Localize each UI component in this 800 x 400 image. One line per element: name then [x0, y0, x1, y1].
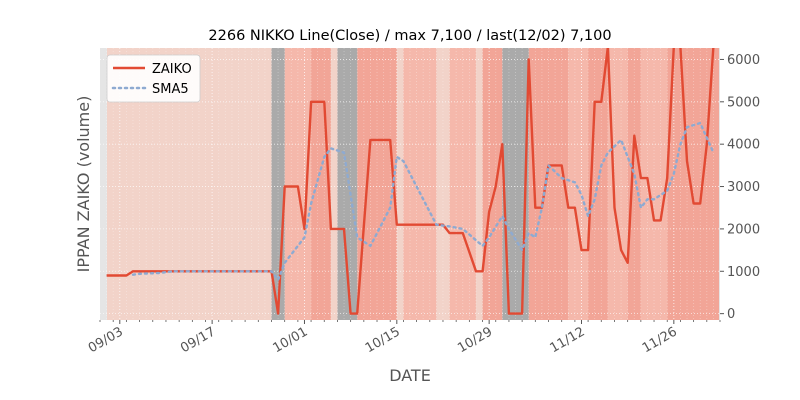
- plot-area: [100, 48, 720, 320]
- y-tick-label: 4000: [727, 138, 760, 153]
- y-tick-label: 3000: [727, 180, 760, 195]
- x-tick-label: 10/01: [271, 324, 311, 356]
- x-axis: 09/03 09/17 10/01 10/15 10/29 11/12 11/26: [86, 320, 721, 356]
- x-tick-label: 09/03: [86, 324, 126, 356]
- series-lines: [106, 48, 715, 315]
- grid-lines: [100, 48, 720, 320]
- band-medium: [449, 48, 476, 320]
- y-tick-label: 2000: [727, 222, 760, 237]
- x-tick-label: 10/29: [455, 324, 495, 356]
- x-axis-label: DATE: [389, 366, 431, 385]
- band-medium: [640, 48, 668, 320]
- band-gray: [337, 48, 358, 320]
- y-axis: 0 1000 2000 3000 4000 5000 6000: [720, 53, 760, 322]
- y-tick-label: 6000: [727, 53, 760, 68]
- band-medium: [607, 48, 628, 320]
- y-tick-label: 1000: [727, 265, 760, 280]
- x-tick-label: 10/15: [363, 324, 403, 356]
- legend: ZAIKO SMA5: [106, 54, 201, 103]
- band-medium: [403, 48, 437, 320]
- legend-label-zaiko: ZAIKO: [152, 62, 192, 77]
- x-tick-label: 09/17: [178, 324, 218, 356]
- band-dark: [627, 48, 641, 320]
- chart-title: 2266 NIKKO Line(Close) / max 7,100 / las…: [208, 28, 611, 44]
- background-bands: [106, 48, 719, 320]
- y-tick-label: 5000: [727, 95, 760, 110]
- legend-label-sma5: SMA5: [152, 82, 189, 97]
- series-line-sma5: [131, 121, 715, 281]
- band-dark: [357, 48, 397, 320]
- x-tick-label: 11/12: [548, 324, 588, 356]
- x-tick-label: 11/26: [640, 324, 680, 356]
- band-dark: [482, 48, 503, 320]
- y-axis-label: IPPAN ZAIKO (volume): [74, 96, 93, 273]
- y-tick-label: 0: [727, 307, 735, 322]
- band-medium: [568, 48, 589, 320]
